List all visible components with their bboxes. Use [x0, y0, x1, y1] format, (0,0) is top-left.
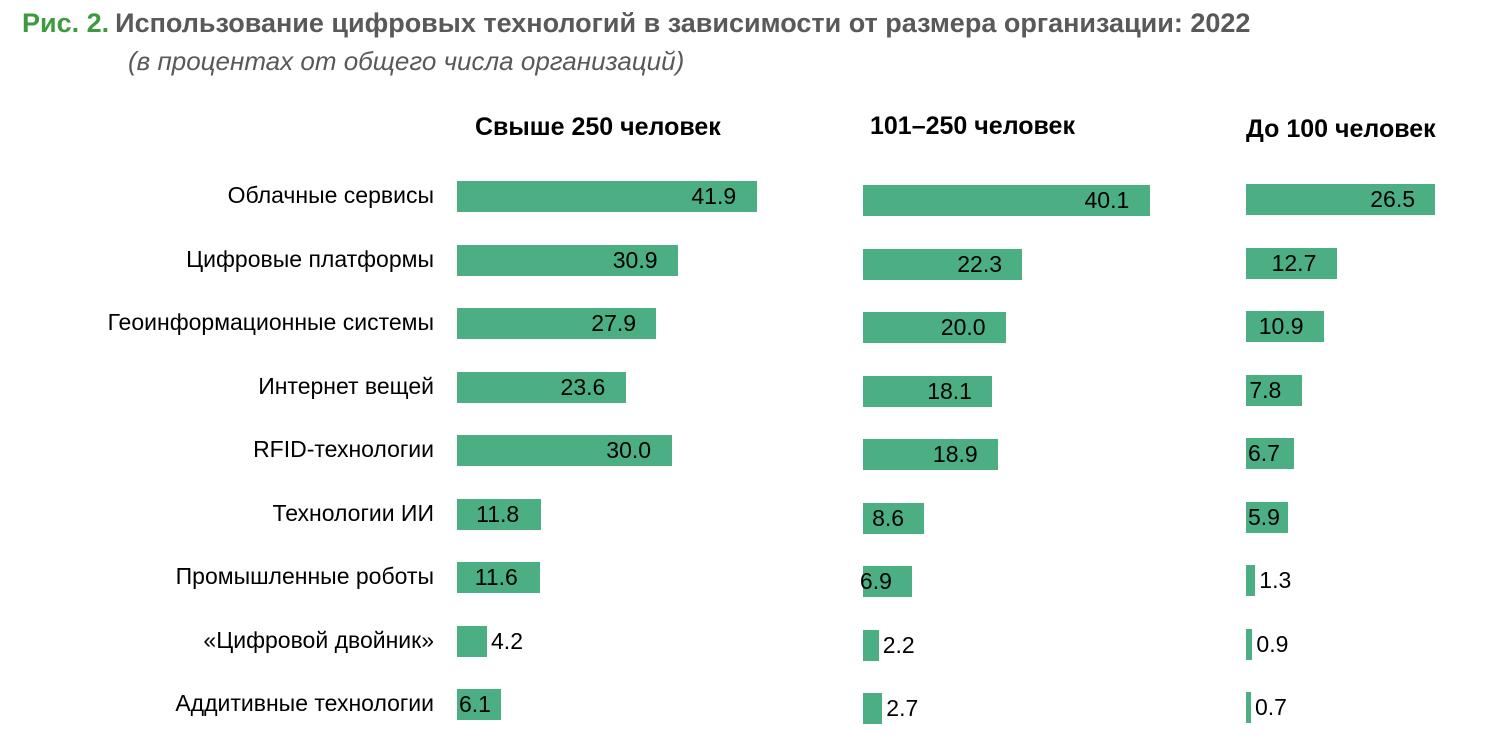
data-label: 1.3: [1259, 567, 1292, 593]
data-label: 12.7: [1271, 249, 1317, 276]
bar: [863, 629, 879, 661]
data-label: 27.9: [591, 310, 637, 336]
panel-title: 101–250 человек: [870, 112, 1075, 140]
data-label: 18.1: [927, 377, 972, 404]
bar: [1246, 628, 1253, 660]
category-label: Аддитивные технологии: [175, 690, 434, 716]
bar: [1246, 565, 1256, 596]
figure-subtitle: (в процентах от общего числа организаций…: [128, 46, 685, 76]
data-label: 2.2: [882, 631, 915, 658]
bar: [863, 502, 925, 534]
bar: [457, 498, 542, 530]
category-label: Интернет вещей: [258, 372, 434, 399]
data-label: 4.2: [491, 627, 523, 654]
category-label: Цифровые платформы: [186, 245, 434, 272]
data-label: 18.9: [932, 441, 978, 467]
bar: [457, 689, 501, 720]
category-label: Геоинформационные системы: [107, 309, 434, 335]
data-label: 11.8: [476, 500, 520, 527]
bar: [863, 185, 1150, 216]
bar: [863, 375, 993, 407]
data-label: 6.9: [859, 568, 892, 594]
bar: [1246, 501, 1289, 533]
data-label: 0.9: [1256, 630, 1289, 657]
bar: [457, 435, 672, 466]
bar: [863, 566, 913, 597]
category-label: «Цифровой двойник»: [203, 626, 434, 653]
category-label: Облачные сервисы: [227, 182, 434, 208]
bar: [1246, 438, 1294, 469]
data-label: 6.7: [1248, 440, 1280, 466]
data-label: 26.5: [1370, 186, 1416, 212]
panel-title: До 100 человек: [1246, 115, 1436, 143]
bar: [1246, 374, 1302, 406]
data-label: 5.9: [1248, 503, 1280, 530]
bar: [863, 248, 1023, 280]
data-label: 6.1: [459, 691, 491, 717]
data-label: 8.6: [872, 504, 905, 531]
data-label: 7.8: [1249, 376, 1282, 403]
data-label: 30.0: [606, 437, 652, 463]
data-label: 0.7: [1255, 694, 1287, 720]
bar: [1246, 311, 1324, 342]
bar: [457, 371, 626, 403]
figure-label: Рис. 2.: [22, 8, 110, 38]
bar: [457, 181, 757, 212]
data-label: 20.0: [940, 314, 986, 340]
data-label: 41.9: [691, 183, 737, 209]
data-label: 2.7: [886, 695, 919, 721]
bar: [1246, 184, 1436, 215]
data-label: 40.1: [1084, 187, 1130, 213]
category-label: Технологии ИИ: [272, 499, 434, 526]
bar: [457, 308, 657, 339]
data-label: 10.9: [1258, 313, 1304, 339]
data-label: 11.6: [474, 564, 518, 590]
category-label: Промышленные роботы: [175, 563, 434, 589]
bar: [863, 312, 1006, 343]
bar: [457, 244, 678, 276]
category-label: RFID-технологии: [253, 436, 434, 462]
figure-title-line: Рис. 2. Использование цифровых технологий…: [22, 8, 1250, 39]
bar: [457, 562, 540, 593]
data-label: 23.6: [560, 373, 606, 400]
bar: [863, 439, 999, 470]
data-label: 30.9: [612, 246, 658, 273]
bar: [1246, 692, 1251, 723]
data-label: 22.3: [957, 250, 1002, 277]
bar: [1246, 247, 1337, 279]
bar: [863, 693, 883, 724]
panel-title: Свыше 250 человек: [475, 113, 721, 141]
figure-title: Использование цифровых технологий в зави…: [115, 8, 1251, 38]
bar: [457, 625, 488, 657]
